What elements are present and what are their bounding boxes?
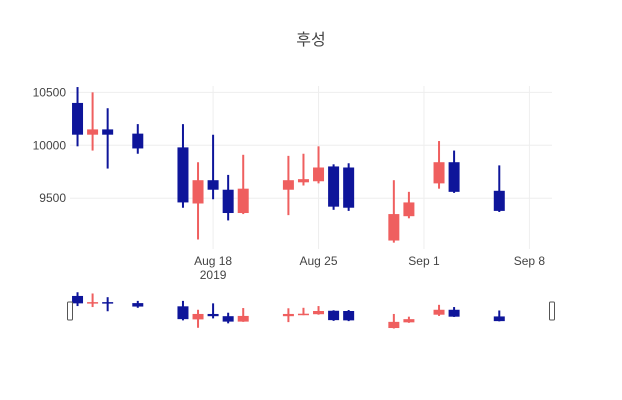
slider-candle <box>102 297 114 312</box>
candle-body <box>207 180 219 190</box>
candle-body <box>282 180 294 190</box>
slider-candle <box>282 308 294 323</box>
candle-body <box>493 190 505 211</box>
slider-candle <box>237 308 249 322</box>
x-year-label: 2019 <box>200 268 227 282</box>
candle-2019-09-03[interactable] <box>448 150 460 193</box>
candle-2019-08-10[interactable] <box>87 92 99 151</box>
candle-body <box>132 133 144 149</box>
candle-2019-08-16[interactable] <box>177 124 189 208</box>
y-tick-label: 10000 <box>33 138 67 152</box>
slider-candle <box>343 310 355 322</box>
slider-candle <box>448 307 460 317</box>
slider-candle <box>297 307 309 316</box>
candle-body <box>87 129 99 135</box>
x-tick-label: Aug 18 <box>194 254 232 268</box>
candle-2019-08-23[interactable] <box>282 155 294 216</box>
candle-2019-08-19[interactable] <box>222 174 234 221</box>
slider-candle <box>72 292 84 307</box>
slider-candle <box>433 304 445 316</box>
slider-candle <box>388 313 400 329</box>
y-tick-label: 10500 <box>33 85 67 99</box>
candle-2019-08-26[interactable] <box>328 164 340 210</box>
candle-2019-08-11[interactable] <box>102 108 114 169</box>
candles[interactable] <box>72 87 505 243</box>
slider-candle <box>192 309 204 328</box>
candle-body <box>343 167 355 208</box>
x-tick-label: Sep 8 <box>514 254 546 268</box>
candle-body <box>177 147 189 203</box>
candle-2019-08-18[interactable] <box>207 134 219 200</box>
grid <box>70 86 552 249</box>
slider-candle <box>493 310 505 322</box>
candle-body <box>403 202 415 217</box>
candle-body <box>433 162 445 184</box>
slider-candle <box>207 303 219 319</box>
candle-body <box>102 129 114 135</box>
candle-body <box>222 189 234 214</box>
candle-2019-08-25[interactable] <box>313 146 325 184</box>
slider-candle <box>87 293 99 308</box>
candle-body <box>313 167 325 182</box>
candle-body <box>448 162 460 192</box>
y-tick-label: 9500 <box>39 191 66 205</box>
candle-2019-08-24[interactable] <box>297 153 309 186</box>
range-slider-right-handle[interactable] <box>549 301 555 321</box>
slider-candle <box>328 310 340 321</box>
candle-2019-08-17[interactable] <box>192 162 204 240</box>
slider-candle <box>222 312 234 324</box>
candle-body <box>388 214 400 241</box>
candle-2019-08-13[interactable] <box>132 124 144 154</box>
chart-title: 후성 <box>296 30 325 49</box>
candle-2019-09-06[interactable] <box>493 165 505 212</box>
x-tick-label: Sep 1 <box>408 254 440 268</box>
candle-2019-08-09[interactable] <box>72 87 84 147</box>
candle-body <box>237 188 249 214</box>
slider-candle <box>177 300 189 321</box>
candle-2019-08-30[interactable] <box>388 180 400 243</box>
slider-candle <box>132 300 144 308</box>
candle-2019-09-02[interactable] <box>433 141 445 189</box>
slider-candle <box>313 306 325 315</box>
candle-body <box>192 180 204 204</box>
range-slider[interactable] <box>67 292 555 329</box>
candle-2019-08-31[interactable] <box>403 191 415 219</box>
slider-candle <box>403 316 415 323</box>
candle-body <box>297 179 309 183</box>
candle-2019-08-27[interactable] <box>343 163 355 211</box>
candle-2019-08-20[interactable] <box>237 154 249 215</box>
candle-body <box>328 166 340 207</box>
x-tick-label: Aug 25 <box>300 254 338 268</box>
candle-body <box>72 102 84 135</box>
range-slider-left-handle[interactable] <box>67 301 73 321</box>
